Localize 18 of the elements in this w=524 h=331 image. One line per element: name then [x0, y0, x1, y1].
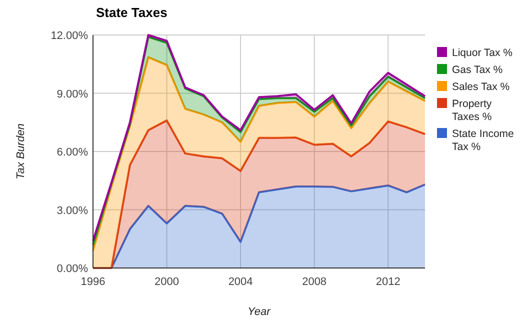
- legend-label: Gas Tax %: [452, 64, 503, 76]
- legend-label: State Income Tax %: [452, 128, 514, 153]
- y-axis-title: Tax Burden: [15, 124, 27, 180]
- x-tick-label: 1996: [80, 276, 106, 288]
- x-tick-label: 2008: [302, 276, 327, 288]
- y-tick-label: 12.00%: [50, 30, 88, 42]
- y-tick-label: 6.00%: [56, 146, 88, 158]
- x-axis-title: Year: [248, 306, 272, 318]
- y-tick-label: 3.00%: [56, 204, 88, 217]
- chart-title: State Taxes: [96, 5, 168, 20]
- x-tick-label: 2004: [228, 276, 253, 288]
- y-tick-label: 0.00%: [56, 263, 88, 275]
- x-tick-label: 2012: [376, 276, 400, 288]
- legend-label: Sales Tax %: [452, 81, 510, 93]
- y-tick-label: 9.00%: [56, 88, 88, 100]
- x-tick-label: 2000: [154, 276, 180, 288]
- legend-label: Liquor Tax %: [452, 47, 513, 59]
- legend-label: Property Taxes %: [452, 98, 492, 123]
